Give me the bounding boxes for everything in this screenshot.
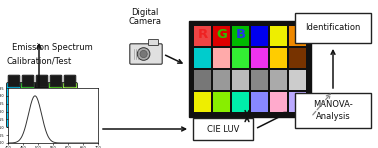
FancyBboxPatch shape	[34, 82, 50, 127]
Circle shape	[137, 48, 150, 60]
Bar	[232, 92, 249, 112]
Bar	[232, 26, 249, 46]
FancyBboxPatch shape	[149, 40, 158, 45]
Bar	[213, 48, 230, 68]
FancyBboxPatch shape	[20, 82, 36, 127]
Bar	[295, 13, 371, 43]
Bar	[213, 92, 230, 112]
Text: R: R	[197, 29, 208, 41]
Bar	[213, 26, 230, 46]
FancyBboxPatch shape	[130, 44, 162, 64]
Bar	[289, 70, 306, 90]
Bar	[232, 70, 249, 90]
Text: Calibration/Test: Calibration/Test	[6, 57, 71, 66]
Bar	[289, 26, 306, 46]
Text: G: G	[216, 29, 227, 41]
Text: B: B	[235, 29, 246, 41]
Bar	[270, 92, 287, 112]
Bar	[189, 21, 311, 117]
Bar	[194, 92, 211, 112]
FancyBboxPatch shape	[6, 82, 22, 127]
Text: Emission Spectrum: Emission Spectrum	[12, 44, 92, 53]
FancyBboxPatch shape	[8, 75, 20, 87]
FancyBboxPatch shape	[36, 75, 48, 87]
Text: Camera: Camera	[129, 17, 161, 26]
Bar	[194, 48, 211, 68]
Bar	[251, 70, 268, 90]
FancyBboxPatch shape	[50, 75, 62, 87]
Bar	[251, 26, 268, 46]
Text: CIE LUV: CIE LUV	[207, 124, 239, 133]
Bar	[289, 92, 306, 112]
Bar	[295, 93, 371, 128]
FancyBboxPatch shape	[22, 75, 34, 87]
Bar	[194, 26, 211, 46]
Bar	[270, 26, 287, 46]
FancyBboxPatch shape	[48, 82, 64, 127]
Text: Digital: Digital	[131, 8, 159, 17]
Bar	[213, 70, 230, 90]
FancyBboxPatch shape	[64, 75, 76, 87]
Bar	[251, 48, 268, 68]
Bar	[289, 48, 306, 68]
FancyBboxPatch shape	[62, 82, 77, 127]
Bar	[194, 70, 211, 90]
Text: Identification: Identification	[305, 24, 361, 33]
Text: Analysis: Analysis	[316, 112, 350, 121]
Text: MANOVA-: MANOVA-	[313, 100, 353, 109]
Bar	[251, 92, 268, 112]
Bar	[270, 70, 287, 90]
Circle shape	[140, 50, 147, 58]
Bar	[193, 118, 253, 140]
Bar	[270, 48, 287, 68]
Bar	[232, 48, 249, 68]
